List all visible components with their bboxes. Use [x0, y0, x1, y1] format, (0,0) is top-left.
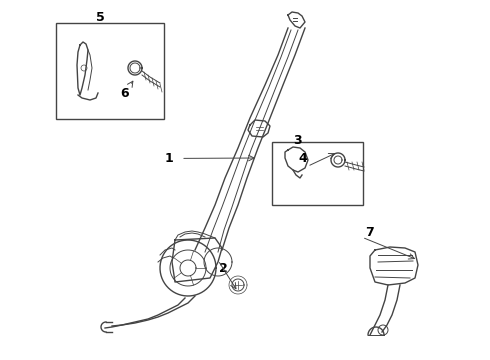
Text: 2: 2: [219, 262, 227, 275]
Text: 3: 3: [294, 134, 302, 147]
Text: 4: 4: [298, 152, 307, 165]
Text: 5: 5: [96, 11, 105, 24]
Text: 6: 6: [121, 87, 129, 100]
Bar: [56, 23, 164, 119]
Text: 7: 7: [366, 226, 374, 239]
Bar: [272, 142, 363, 205]
Text: 1: 1: [165, 152, 173, 165]
